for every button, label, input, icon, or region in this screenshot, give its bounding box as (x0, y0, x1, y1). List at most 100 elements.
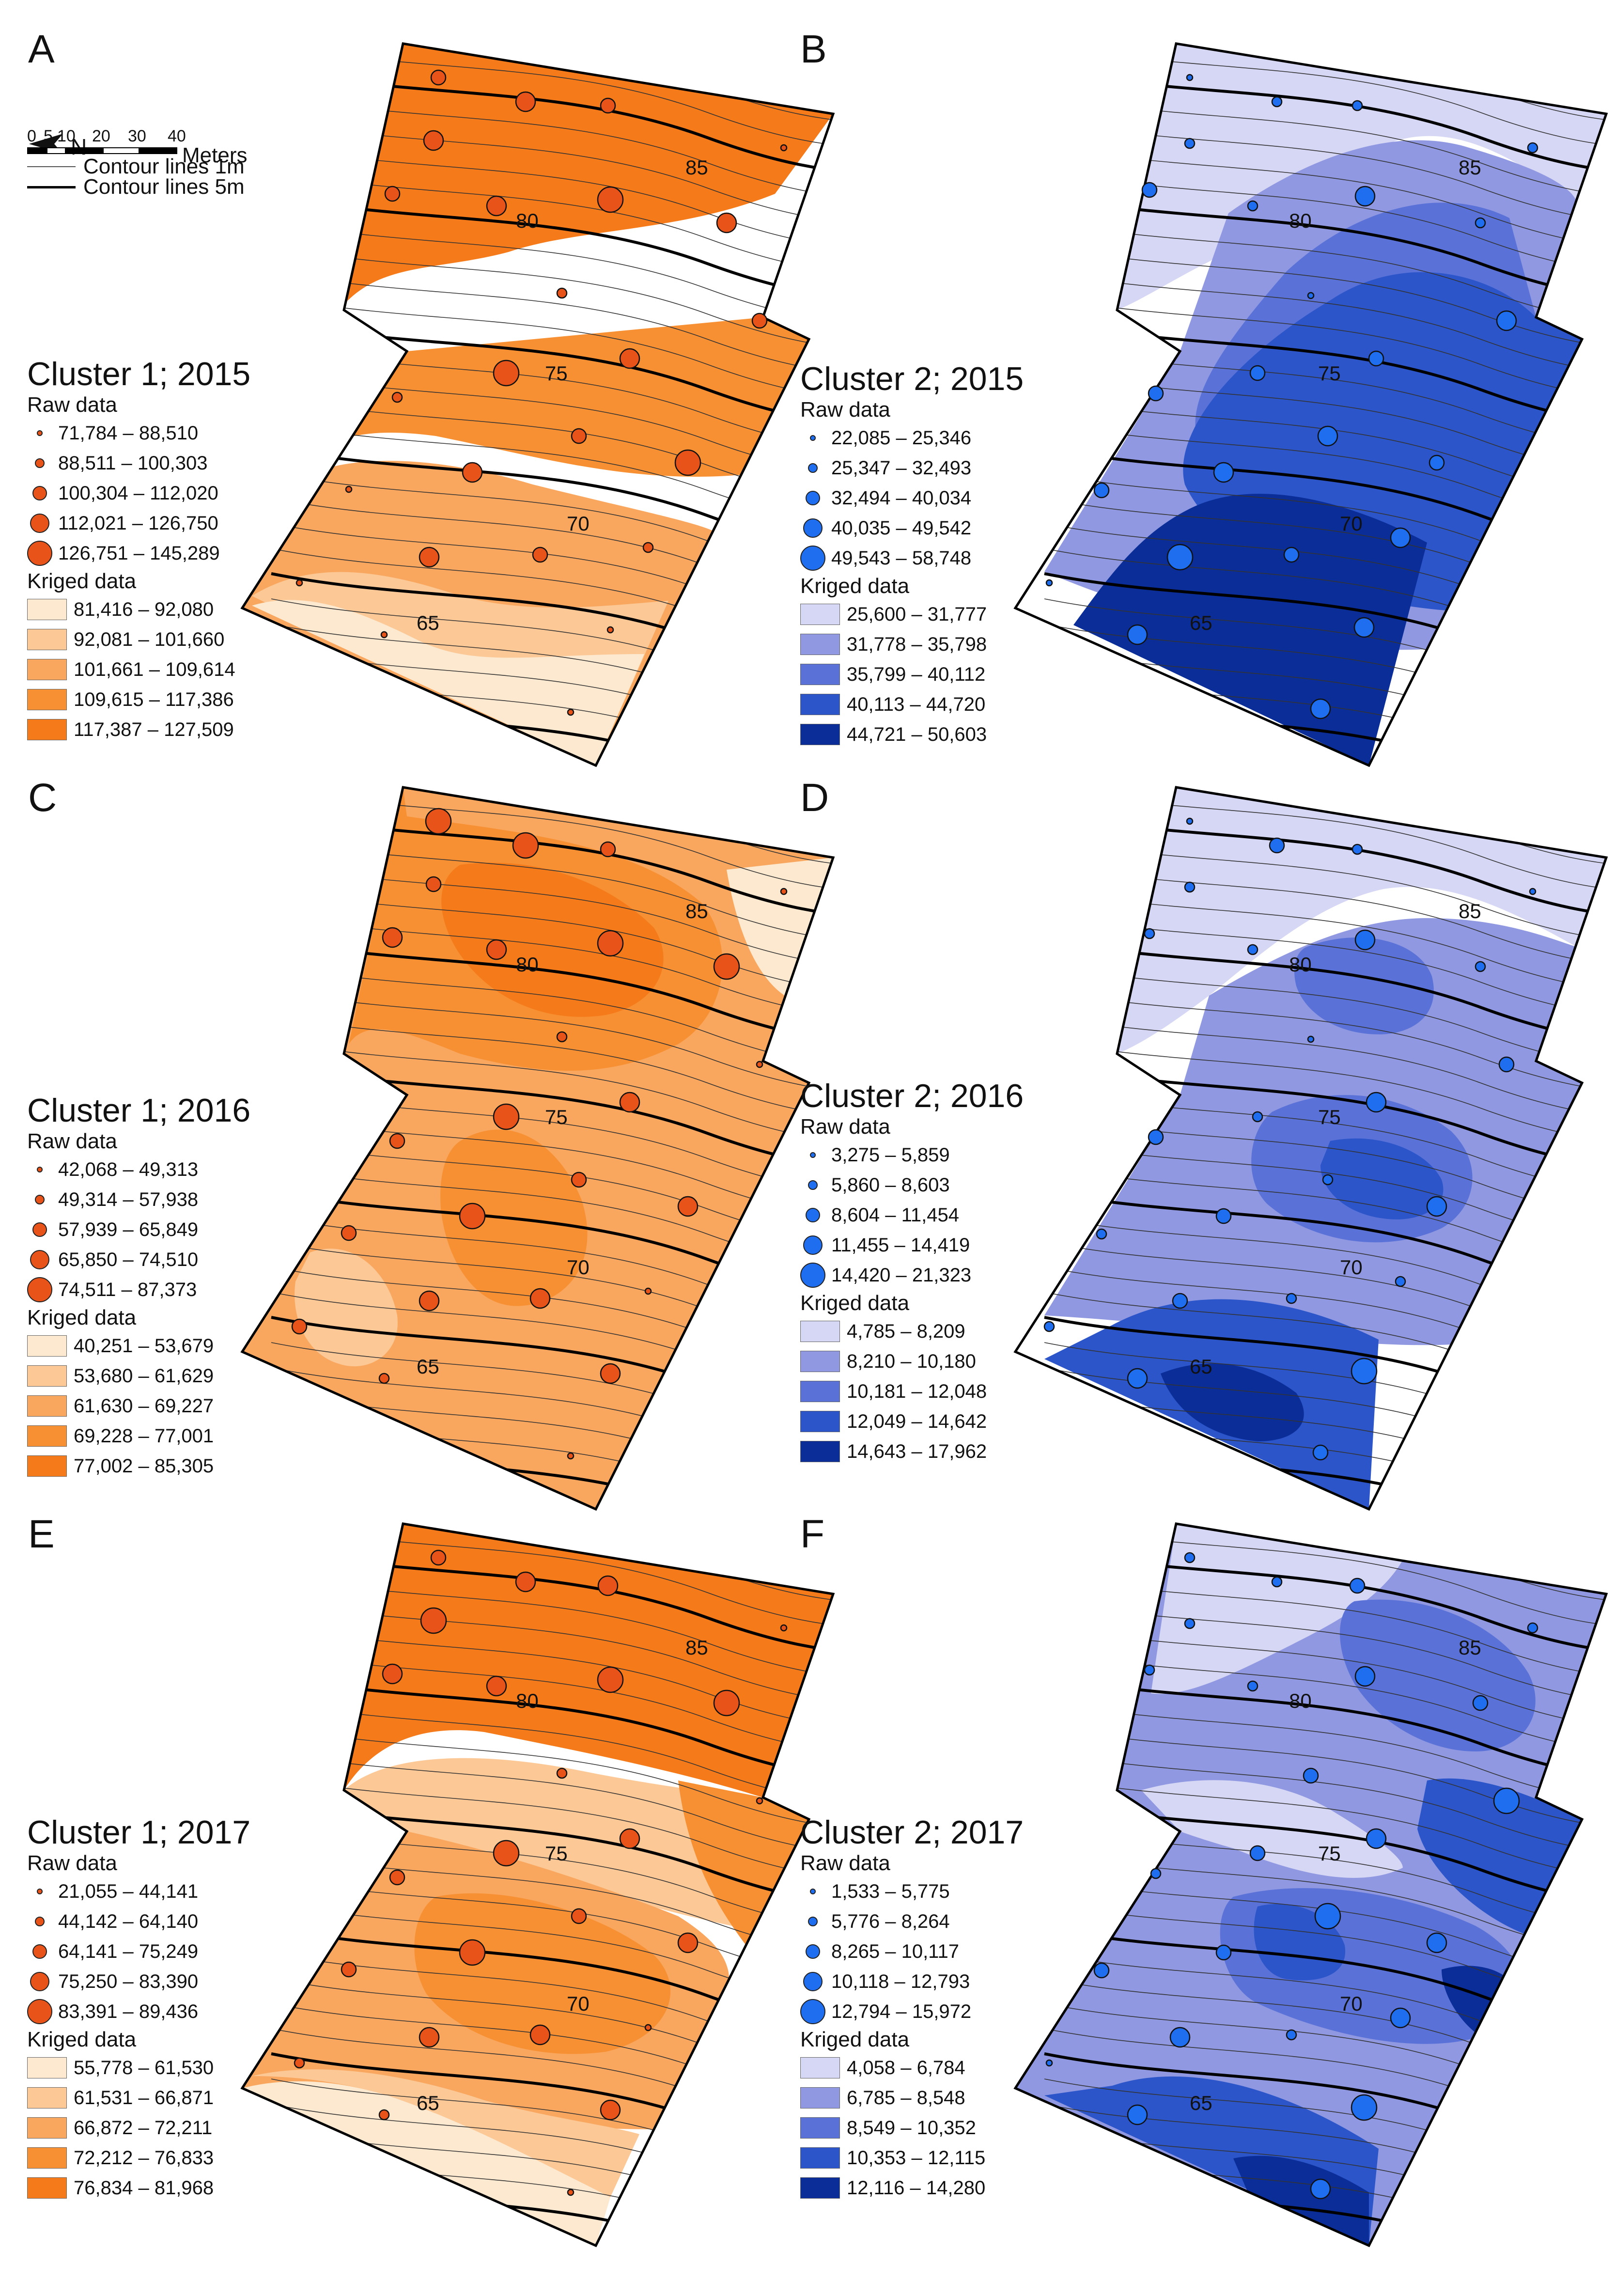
contour-line-1m (1044, 271, 1606, 398)
raw-data-point (493, 1840, 520, 1867)
raw-data-point (619, 1828, 640, 1849)
raw-class: 10,118 – 12,793 (831, 1970, 970, 1992)
contour-line-1m (271, 422, 833, 549)
kriged-zone (252, 2069, 639, 2197)
raw-data-point (294, 2057, 305, 2069)
kriged-class: 81,416 – 92,080 (74, 598, 214, 620)
kriged-class: 69,228 – 77,001 (74, 1425, 214, 1447)
raw-data-point (780, 888, 788, 895)
contour-line-1m (271, 271, 833, 398)
kriged-surface (242, 1524, 833, 2246)
raw-data-point (419, 1290, 440, 1312)
contour-label-75: 75 (1318, 362, 1341, 385)
raw-data-point (1498, 1056, 1515, 1073)
raw-data-point (1312, 1444, 1329, 1461)
raw-data-point (1472, 1695, 1489, 1711)
contour-line-1m (271, 1902, 833, 2029)
raw-data-point (713, 953, 740, 980)
contour-legend-label: Contour lines 1m (83, 155, 245, 178)
contour-legend-1m: Contour lines 1m (27, 154, 245, 179)
legend-d: Cluster 2; 2016 Raw data 3,275 – 5,859 5… (800, 1078, 1024, 1467)
contour-line-1m (1044, 989, 1606, 1116)
contour-line-1m (1044, 2028, 1606, 2155)
kriged-class: 72,212 – 76,833 (74, 2147, 214, 2169)
raw-class: 44,142 – 64,140 (58, 1910, 199, 1932)
scale-tick: 10 (57, 127, 76, 145)
raw-data-point (459, 1939, 486, 1966)
contour-line-1m (271, 296, 833, 423)
contour-line-1m (271, 2003, 833, 2130)
kriged-class: 76,834 – 81,968 (74, 2177, 214, 2199)
kriged-zone (678, 1781, 809, 1945)
contour-line-1m (271, 1266, 833, 1393)
raw-data-point (1252, 1111, 1263, 1123)
contour-line-5m (271, 194, 833, 323)
legend-a: Cluster 1; 2015 Raw data 71,784 – 88,510… (27, 356, 250, 745)
raw-data-point (751, 312, 768, 329)
contour-line-1m (271, 2028, 833, 2155)
raw-data-point (1166, 544, 1194, 571)
raw-class: 83,391 – 89,436 (58, 2000, 199, 2022)
raw-class: 5,776 – 8,264 (831, 1910, 950, 1932)
raw-data-point (419, 547, 440, 568)
contour-line-1m (1044, 397, 1606, 524)
contour-line-1m (1044, 1978, 1606, 2105)
kriged-zone (1161, 1363, 1304, 1441)
field-boundary (240, 786, 835, 1511)
raw-data-point (1093, 482, 1110, 499)
raw-class: 88,511 – 100,303 (58, 452, 208, 474)
raw-data-point (567, 708, 575, 716)
contour-line-5m (271, 320, 833, 449)
raw-data-point (1353, 617, 1375, 638)
contour-label-85: 85 (685, 156, 708, 179)
map-panel-e: 85 80 75 70 65 (240, 1522, 835, 2248)
kriged-zone (1073, 494, 1427, 765)
contour-line-1m (1044, 914, 1606, 1041)
contour-line-5m (1044, 1800, 1606, 1929)
raw-data-point (515, 91, 536, 112)
kriged-header: Kriged data (800, 2028, 910, 2051)
kriged-class: 10,181 – 12,048 (847, 1380, 987, 1402)
field-boundary (240, 1522, 835, 2248)
raw-data-point (597, 930, 624, 957)
map-panel-b: 85 80 75 70 65 (1013, 42, 1608, 767)
raw-data-point (1093, 1962, 1110, 1979)
kriged-class: 92,081 – 101,660 (74, 628, 225, 650)
contour-line-1m (1044, 1852, 1606, 1979)
raw-data-point (1247, 944, 1258, 955)
raw-data-point (1184, 138, 1196, 149)
contour-line-1m (1044, 1952, 1606, 2079)
raw-data-point (1354, 1666, 1376, 1687)
contour-line-1m (271, 1701, 833, 1827)
contour-label-70: 70 (1340, 1992, 1363, 2015)
contour-line-1m (1044, 1241, 1606, 1368)
contour-label-65: 65 (1190, 1355, 1212, 1378)
raw-data-point (1351, 2094, 1378, 2121)
raw-data-point (571, 428, 587, 444)
kriged-zone (1233, 2155, 1369, 2246)
raw-data-point (1141, 182, 1158, 198)
scale-tick: 20 (92, 127, 110, 145)
contour-line-1m (271, 889, 833, 1015)
raw-data-point (1186, 74, 1194, 81)
kriged-class: 66,872 – 72,211 (74, 2117, 213, 2139)
raw-data-point (1215, 1208, 1232, 1224)
raw-data-point (1045, 2059, 1053, 2067)
raw-data-point (532, 547, 548, 563)
contour-label-70: 70 (567, 1992, 590, 2015)
contour-line-1m (271, 1166, 833, 1293)
contour-line-1m (1044, 1701, 1606, 1827)
contour-line-1m (271, 1600, 833, 1727)
raw-data-point (600, 97, 616, 114)
scale-tick: 40 (168, 127, 186, 145)
raw-data-point (1368, 350, 1384, 367)
raw-data-point (1271, 1576, 1283, 1588)
contour-line-5m (1044, 320, 1606, 449)
raw-data-point (1317, 425, 1338, 447)
kriged-class: 31,778 – 35,798 (847, 633, 987, 655)
kriged-class: 40,113 – 44,720 (847, 693, 986, 715)
contour-line-1m (1044, 246, 1606, 373)
contour-line-1m (1044, 2003, 1606, 2130)
raw-data-point (345, 485, 353, 493)
raw-data-point (1366, 1092, 1387, 1113)
